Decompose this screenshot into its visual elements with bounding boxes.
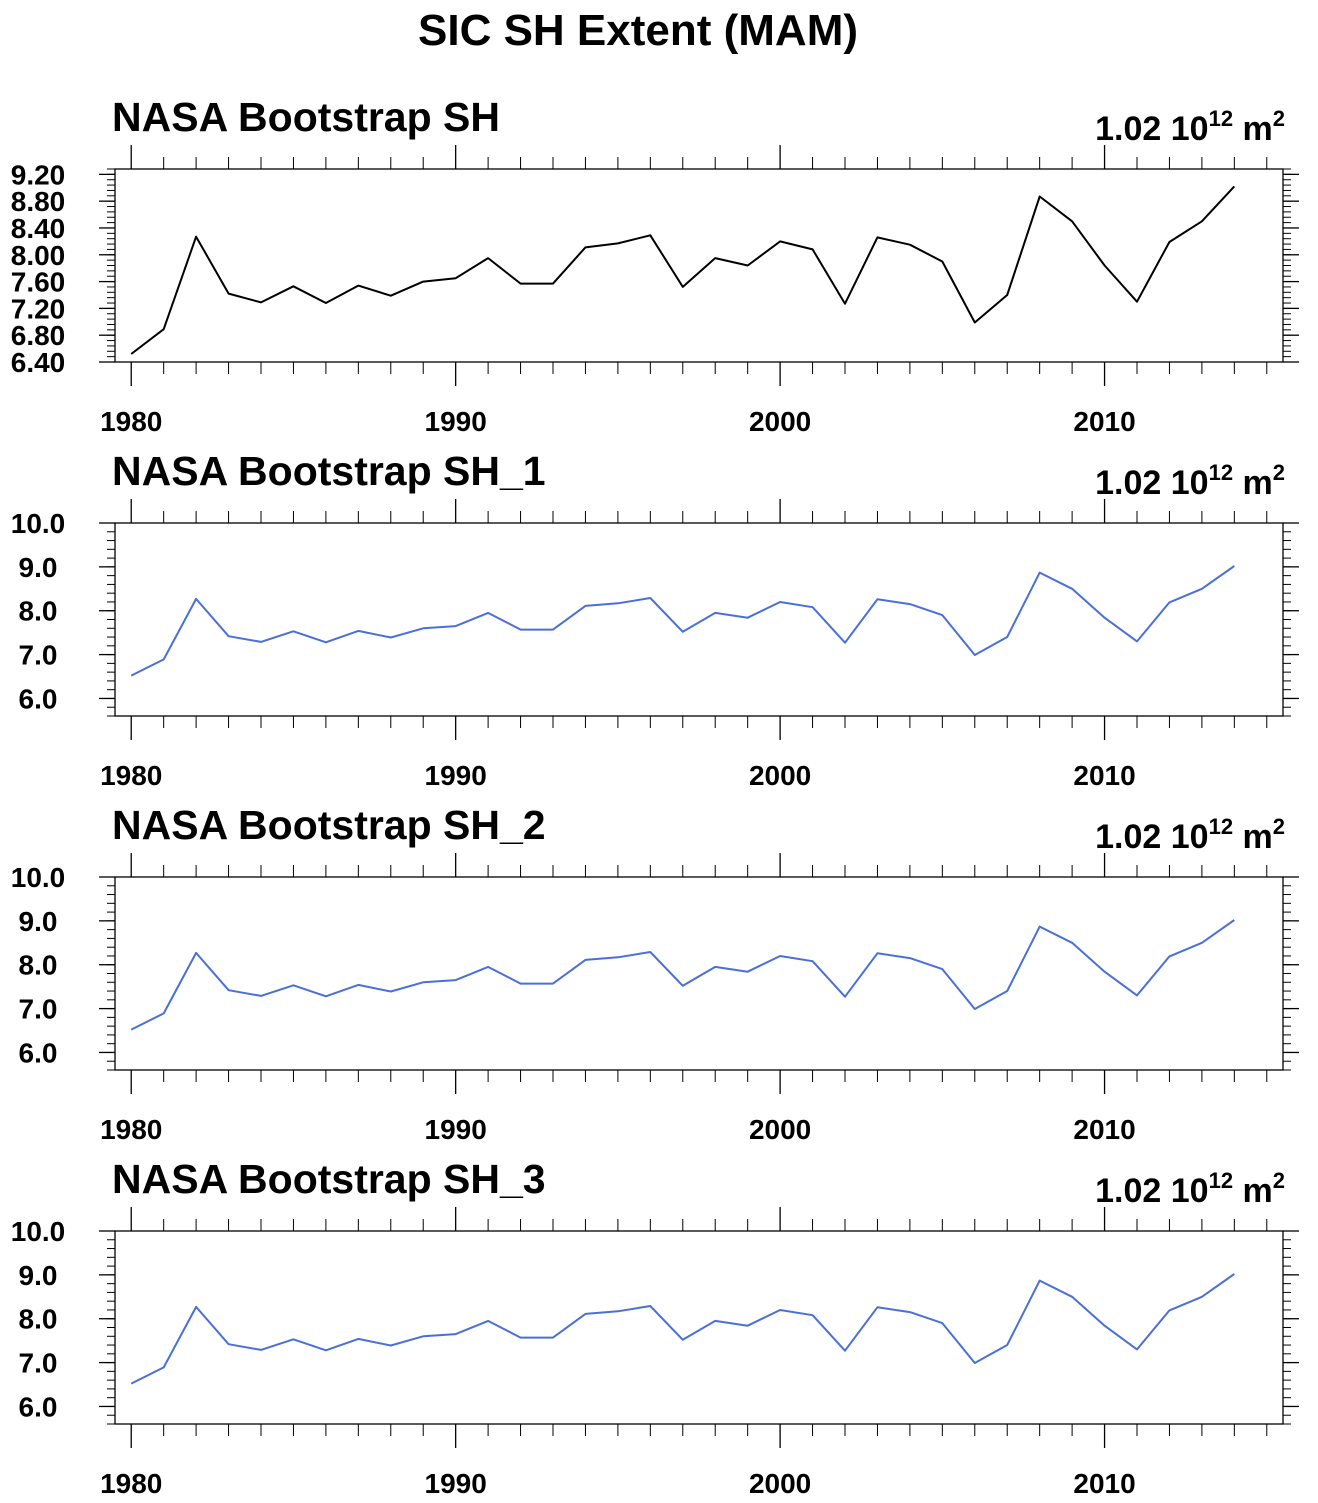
x-tick-label: 1990 <box>425 1468 487 1499</box>
y-tick-label: 6.80 <box>11 320 66 351</box>
y-tick-label: 8.0 <box>19 950 58 981</box>
x-tick-label: 2000 <box>749 1114 811 1145</box>
y-tick-label: 10.0 <box>11 508 66 539</box>
y-tick-label: 9.0 <box>19 552 58 583</box>
x-tick-label: 1990 <box>425 760 487 791</box>
x-tick-label: 1990 <box>425 406 487 437</box>
y-tick-label: 7.60 <box>11 267 66 298</box>
x-tick-label: 2010 <box>1073 1114 1135 1145</box>
x-tick-label: 1990 <box>425 1114 487 1145</box>
y-tick-label: 7.0 <box>19 640 58 671</box>
y-tick-label: 6.0 <box>19 1391 58 1422</box>
y-tick-label: 8.0 <box>19 596 58 627</box>
series-line <box>130 185 1236 355</box>
plot-frame <box>114 168 1284 363</box>
y-tick-label: 9.20 <box>11 159 66 190</box>
figure-title: SIC SH Extent (MAM) <box>418 6 858 55</box>
x-tick-label: 1980 <box>100 1114 162 1145</box>
panel-title: NASA Bootstrap SH_3 <box>112 1156 546 1202</box>
y-tick-label: 7.0 <box>19 994 58 1025</box>
y-tick-label: 8.0 <box>19 1304 58 1335</box>
chart-panels: NASA Bootstrap SH 1.02 1012 m2 6.406.807.2… <box>11 94 1299 1499</box>
y-tick-label: 7.0 <box>19 1348 58 1379</box>
y-tick-label: 7.20 <box>11 293 66 324</box>
chart-panel: NASA Bootstrap SH_3 1.02 1012 m2 6.0 7.0 8.0… <box>11 1156 1299 1499</box>
chart-panel: NASA Bootstrap SH 1.02 1012 m2 6.406.807.2… <box>11 94 1299 437</box>
panel-title: NASA Bootstrap SH_1 <box>112 448 546 494</box>
x-tick-label: 2010 <box>1073 406 1135 437</box>
y-tick-label: 6.0 <box>19 683 58 714</box>
y-tick-label: 10.0 <box>11 1216 66 1247</box>
x-tick-label: 2010 <box>1073 1468 1135 1499</box>
x-tick-label: 1980 <box>100 760 162 791</box>
units-label: 1.02 1012 m2 <box>1095 460 1285 502</box>
x-tick-label: 2000 <box>749 760 811 791</box>
y-tick-label: 8.80 <box>11 186 66 217</box>
y-tick-label: 6.0 <box>19 1037 58 1068</box>
chart-panel: NASA Bootstrap SH_2 1.02 1012 m2 6.0 7.0 8.0… <box>11 802 1299 1145</box>
y-tick-label: 8.00 <box>11 240 66 271</box>
series-line <box>130 919 1235 1031</box>
x-tick-label: 2010 <box>1073 760 1135 791</box>
units-label: 1.02 1012 m2 <box>1095 1168 1285 1210</box>
y-tick-label: 6.40 <box>11 347 66 378</box>
series-line <box>130 1273 1235 1385</box>
panel-title: NASA Bootstrap SH_2 <box>112 802 546 848</box>
x-tick-label: 1980 <box>100 406 162 437</box>
panel-title: NASA Bootstrap SH <box>112 94 500 140</box>
y-tick-label: 10.0 <box>11 862 66 893</box>
x-tick-label: 2000 <box>749 1468 811 1499</box>
units-label: 1.02 1012 m2 <box>1095 106 1285 148</box>
y-tick-label: 9.0 <box>19 906 58 937</box>
x-tick-label: 1980 <box>100 1468 162 1499</box>
y-tick-label: 9.0 <box>19 1260 58 1291</box>
chart-panel: NASA Bootstrap SH_1 1.02 1012 m2 6.0 7.0 8.0… <box>11 448 1299 791</box>
x-tick-label: 2000 <box>749 406 811 437</box>
y-tick-label: 8.40 <box>11 213 66 244</box>
units-label: 1.02 1012 m2 <box>1095 814 1285 856</box>
series-line <box>130 565 1235 677</box>
